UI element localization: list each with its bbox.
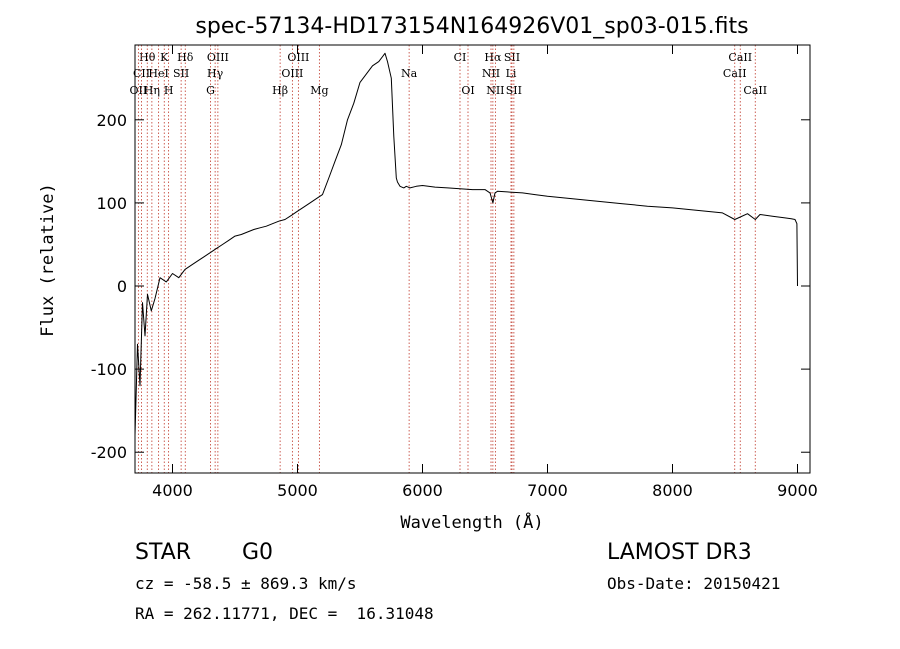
line-marker-label: K	[160, 51, 169, 64]
line-marker-label: OIII	[281, 67, 303, 80]
y-tick-label: -100	[91, 360, 127, 379]
x-tick-label: 4000	[152, 481, 193, 500]
coordinates-text: RA = 262.11771, DEC = 16.31048	[135, 604, 434, 623]
line-marker-label: NII	[482, 67, 500, 80]
redshift-text: cz = -58.5 ± 869.3 km/s	[135, 574, 357, 593]
line-marker-label: CaII	[723, 67, 747, 80]
y-tick-label: 0	[117, 277, 127, 296]
line-marker-label: SII	[504, 51, 520, 64]
x-axis-label: Wavelength (Å)	[400, 511, 543, 533]
y-tick-label: -200	[91, 443, 127, 462]
line-marker-label: SII	[173, 67, 189, 80]
axis-ticks: 4000 5000 6000 7000 8000 9000 -200 -100 0 100 200	[91, 45, 818, 500]
line-markers: Hθ CII OII K HeI Hη Hδ SII H OIII Hγ G OIII OIII Hβ Mg N…	[130, 45, 767, 473]
y-tick-label: 100	[96, 194, 127, 213]
y-tick-label: 200	[96, 111, 127, 130]
survey-name: LAMOST DR3	[607, 540, 752, 565]
line-marker-label: NII	[486, 84, 504, 97]
x-tick-label: 7000	[527, 481, 568, 500]
line-marker-label: CII	[133, 67, 150, 80]
line-marker-label: CI	[454, 51, 467, 64]
chart-title: spec-57134-HD173154N164926V01_sp03-015.f…	[195, 14, 748, 39]
line-marker-label: Mg	[310, 84, 328, 97]
line-marker-label: CaII	[728, 51, 752, 64]
line-marker-label: Li	[506, 67, 517, 80]
line-marker-label: Hθ	[139, 51, 156, 64]
line-marker-label: Na	[401, 67, 418, 80]
line-marker-label: HeI	[148, 67, 168, 80]
x-tick-label: 6000	[402, 481, 443, 500]
line-marker-label: H	[164, 84, 174, 97]
x-tick-label: 9000	[777, 481, 818, 500]
line-marker-label: CaII	[743, 84, 767, 97]
line-marker-label: G	[206, 84, 215, 97]
obs-date-text: Obs-Date: 20150421	[607, 574, 781, 593]
x-tick-label: 5000	[277, 481, 318, 500]
x-tick-label: 8000	[652, 481, 693, 500]
line-marker-label: Hα	[484, 51, 502, 64]
line-marker-label: SII	[506, 84, 522, 97]
y-axis-label: Flux (relative)	[38, 183, 58, 337]
line-marker-label: OIII	[287, 51, 309, 64]
line-marker-label: OIII	[207, 51, 229, 64]
line-marker-label: OI	[461, 84, 474, 97]
line-marker-label: OII	[130, 84, 148, 97]
line-marker-label: Hβ	[272, 84, 288, 97]
spectrum-series	[134, 52, 798, 436]
plot-frame	[134, 44, 811, 474]
object-class: STAR	[135, 540, 192, 565]
line-marker-label: Hγ	[207, 67, 224, 80]
line-marker-label: Hη	[144, 84, 160, 97]
object-subclass: G0	[242, 540, 274, 565]
spectrum-line	[134, 52, 798, 436]
line-marker-label: Hδ	[177, 51, 194, 64]
